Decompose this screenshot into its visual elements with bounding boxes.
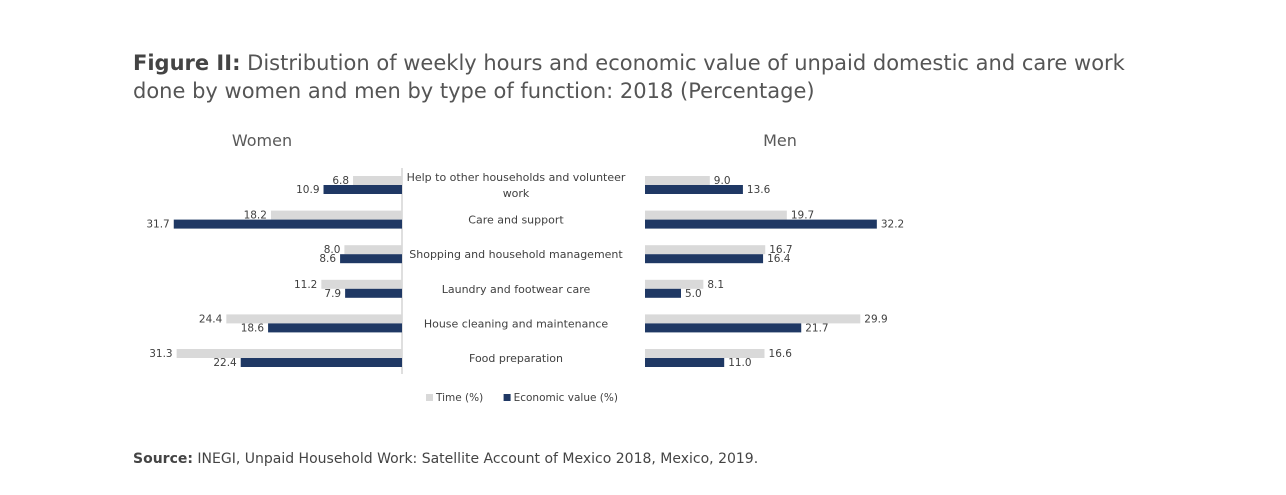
data-label-women: 8.0 — [324, 244, 341, 256]
category-label: Shopping and household management — [409, 248, 623, 261]
data-label-men: 13.6 — [747, 184, 771, 196]
bar-men-time — [645, 279, 704, 289]
data-label-men: 8.1 — [707, 279, 724, 291]
data-label-women: 7.9 — [324, 288, 341, 300]
bar-men-economic-value — [645, 185, 743, 194]
category-label: Help to other households and volunteer wo… — [407, 171, 626, 200]
bar-women-economic-value — [268, 323, 402, 333]
data-label-men: 5.0 — [685, 288, 702, 300]
category-label: Food preparation — [469, 352, 563, 365]
data-label-women: 11.2 — [294, 279, 317, 291]
data-label-women: 22.4 — [213, 357, 237, 369]
bar-women-time — [226, 314, 402, 324]
source-text: INEGI, Unpaid Household Work: Satellite … — [197, 451, 759, 467]
bar-men-economic-value — [645, 358, 725, 367]
bar-women-time — [270, 210, 402, 220]
data-label-men: 32.2 — [881, 219, 904, 231]
bar-men-time — [645, 176, 710, 185]
title-text: Distribution of weekly hours and economi… — [133, 51, 1125, 103]
legend-label: Economic value (%) — [514, 392, 618, 404]
data-label-men: 16.6 — [769, 348, 793, 360]
chart-title: Figure II: Distribution of weekly hours … — [133, 49, 1173, 105]
bar-women-time — [321, 279, 402, 289]
data-label-men: 29.9 — [864, 313, 887, 325]
bar-women-economic-value — [340, 254, 402, 264]
bar-women-economic-value — [173, 219, 402, 229]
bar-men-economic-value — [645, 254, 764, 264]
data-label-women: 31.3 — [149, 348, 172, 360]
data-label-women: 24.4 — [199, 313, 223, 325]
data-label-women: 8.6 — [319, 253, 336, 265]
figure-label: Figure II: — [133, 51, 241, 75]
data-label-women: 18.6 — [241, 322, 265, 334]
data-label-women: 31.7 — [146, 219, 169, 231]
bar-men-economic-value — [645, 288, 681, 298]
data-label-women: 10.9 — [296, 184, 319, 196]
data-label-women: 6.8 — [332, 175, 349, 187]
data-label-men: 11.0 — [728, 357, 751, 369]
bar-men-economic-value — [645, 323, 802, 333]
bar-men-time — [645, 314, 861, 324]
source-note: Source: INEGI, Unpaid Household Work: Sa… — [133, 451, 758, 467]
category-label: Laundry and footwear care — [442, 283, 591, 296]
category-label: House cleaning and maintenance — [424, 317, 609, 330]
legend-swatch-time — [426, 394, 433, 401]
bar-women-economic-value — [240, 358, 402, 367]
chart: Women Men Help to other households and vol… — [146, 131, 904, 404]
bar-women-economic-value — [345, 288, 402, 298]
source-label: Source: — [133, 451, 193, 467]
legend-swatch-economic-value — [503, 394, 511, 401]
bar-men-time — [645, 349, 765, 358]
panel-title-women: Women — [232, 131, 292, 150]
legend-label: Time (%) — [435, 392, 483, 404]
bar-men-time — [645, 245, 766, 255]
data-label-women: 18.2 — [244, 210, 267, 222]
category-label: Care and support — [468, 214, 564, 227]
bar-women-time — [176, 349, 402, 358]
data-label-men: 21.7 — [805, 322, 828, 334]
data-label-men: 19.7 — [791, 210, 814, 222]
data-label-men: 9.0 — [714, 175, 731, 187]
data-label-men: 16.4 — [767, 253, 791, 265]
data-label-men: 16.7 — [769, 244, 792, 256]
bar-women-time — [353, 176, 402, 185]
panel-title-men: Men — [763, 131, 797, 150]
bar-women-time — [344, 245, 402, 255]
bar-men-economic-value — [645, 219, 877, 229]
bar-men-time — [645, 210, 787, 220]
bar-women-economic-value — [323, 185, 402, 194]
